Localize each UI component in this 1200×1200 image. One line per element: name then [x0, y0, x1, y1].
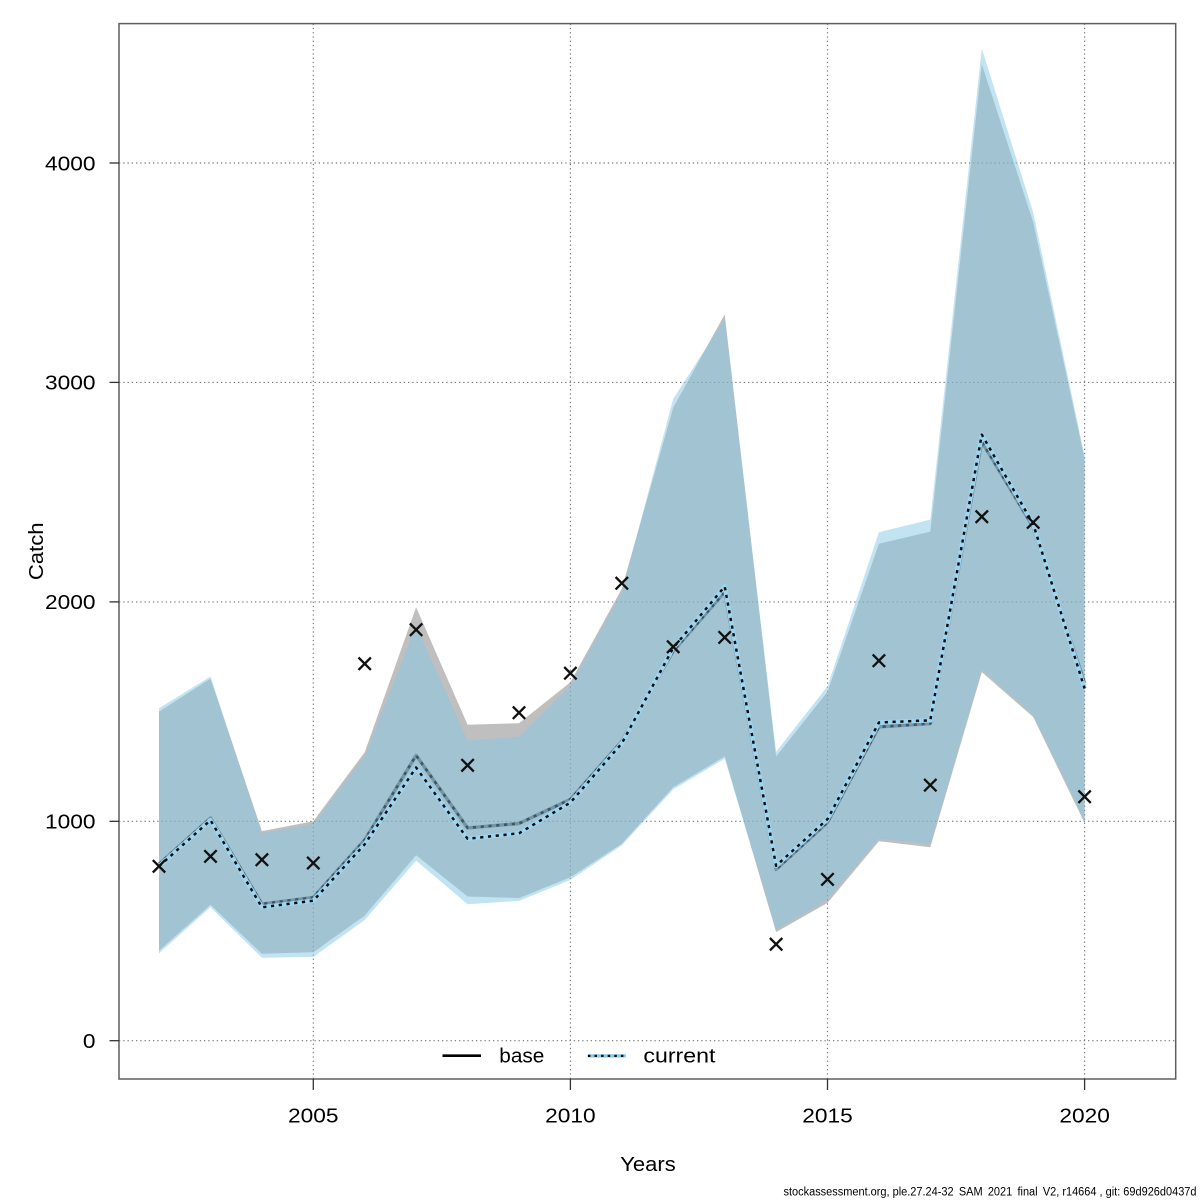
svg-text:base: base [499, 1046, 544, 1068]
svg-text:4000: 4000 [45, 153, 96, 175]
svg-text:current: current [643, 1046, 716, 1068]
svg-text:2020: 2020 [1059, 1106, 1110, 1128]
svg-text:2015: 2015 [802, 1106, 853, 1128]
svg-text:Years: Years [620, 1154, 675, 1176]
svg-text:stockassessment.org, ple.27.24: stockassessment.org, ple.27.24-32 SAM 20… [784, 1186, 1197, 1198]
svg-text:2010: 2010 [545, 1106, 596, 1128]
svg-text:0: 0 [83, 1031, 96, 1053]
svg-text:1000: 1000 [45, 812, 96, 834]
svg-text:Catch: Catch [26, 522, 48, 580]
svg-text:2000: 2000 [45, 592, 96, 614]
svg-text:3000: 3000 [45, 373, 96, 395]
svg-text:2005: 2005 [288, 1106, 339, 1128]
